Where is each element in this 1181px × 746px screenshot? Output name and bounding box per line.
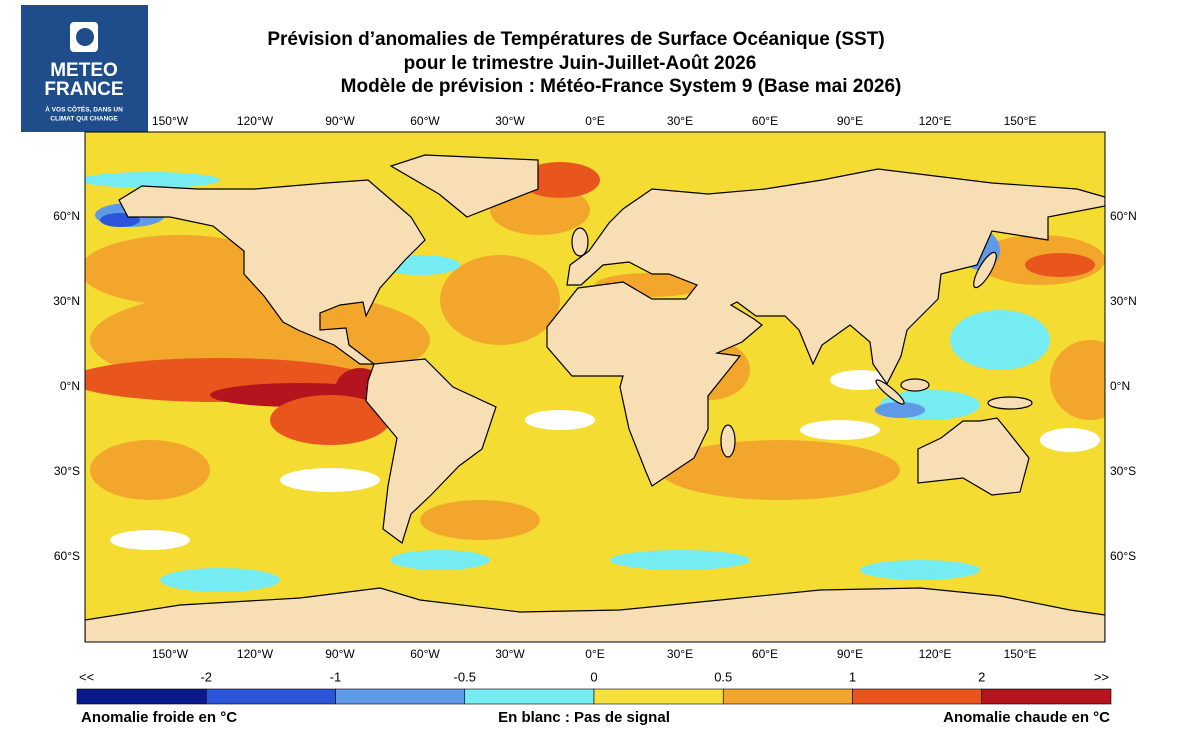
latitude-label: 30°S <box>54 464 80 478</box>
borneo <box>900 378 930 392</box>
latitude-label: 30°N <box>1110 294 1137 308</box>
logo-name: METEO <box>50 60 118 81</box>
longitude-label: 0°E <box>585 114 604 128</box>
colorbar-segment <box>205 688 336 705</box>
colorbar-label: 1 <box>849 669 856 684</box>
anomaly-patches <box>85 162 1105 592</box>
title: Prévision d’anomalies de Températures de… <box>267 29 884 50</box>
longitude-label: 120°W <box>237 647 274 661</box>
japan <box>973 251 997 289</box>
colorbar-segment <box>464 688 595 705</box>
logo-tagline: À VOS CÔTÉS, DANS UN <box>45 105 123 114</box>
longitude-label: 150°W <box>152 114 189 128</box>
title: pour le trimestre Juin-Juillet-Août 2026 <box>404 53 757 74</box>
longitude-label: 90°W <box>325 114 355 128</box>
eurasia-africa <box>546 168 1105 487</box>
map <box>85 132 1105 642</box>
colorbar: << -2 -1 -0.5 0 0.5 1 2 >> <box>76 669 1112 705</box>
title: Modèle de prévision : Météo-France Syste… <box>341 76 902 97</box>
colorbar-label: 2 <box>978 669 985 684</box>
colorbar-label: -1 <box>330 669 342 684</box>
longitude-label: 60°E <box>752 114 778 128</box>
legend-center: En blanc : Pas de signal <box>498 709 670 726</box>
colorbar-segment <box>852 688 983 705</box>
logo-tagline: CLIMAT QUI CHANGE <box>50 116 118 123</box>
logo-name: FRANCE <box>44 79 123 100</box>
longitude-label: 120°E <box>919 647 952 661</box>
longitude-label: 30°W <box>495 647 525 661</box>
australia <box>917 417 1030 496</box>
madagascar <box>720 424 736 458</box>
latitude-label: 30°N <box>53 294 80 308</box>
logo-icon-mark <box>76 28 94 46</box>
longitude-label: 150°E <box>1004 647 1037 661</box>
colorbar-label: 0 <box>590 669 597 684</box>
antarctica <box>85 587 1105 642</box>
colorbar-segment <box>722 688 853 705</box>
longitude-label: 60°W <box>410 114 440 128</box>
longitude-label: 120°W <box>237 114 274 128</box>
colorbar-label: << <box>79 669 94 684</box>
latitude-label: 0°N <box>60 379 80 393</box>
colorbar-segment <box>593 688 724 705</box>
longitude-label: 30°W <box>495 114 525 128</box>
north-america <box>118 179 426 365</box>
land <box>85 154 1105 642</box>
logo: METEO FRANCE À VOS CÔTÉS, DANS UN CLIMAT… <box>21 5 148 132</box>
latitude-label: 60°S <box>1110 549 1136 563</box>
latitude-label: 60°N <box>53 209 80 223</box>
longitude-label: 120°E <box>919 114 952 128</box>
colorbar-label: -0.5 <box>454 669 476 684</box>
longitude-label: 30°E <box>667 114 693 128</box>
britain <box>571 227 589 257</box>
colorbar-label: >> <box>1094 669 1109 684</box>
longitude-label: 90°E <box>837 114 863 128</box>
latitude-label: 30°S <box>1110 464 1136 478</box>
longitude-label: 90°W <box>325 647 355 661</box>
longitude-label: 30°E <box>667 647 693 661</box>
greenland <box>389 154 539 218</box>
longitude-label: 0°E <box>585 647 604 661</box>
colorbar-label: -2 <box>200 669 212 684</box>
sumatra <box>875 379 905 405</box>
latitude-label: 0°N <box>1110 379 1130 393</box>
legend-left: Anomalie froide en °C <box>81 709 237 726</box>
graticule-labels: 150°W 150°W 120°W 120°W 90°W 90°W 60°W 60°W 30°W… <box>53 114 1137 661</box>
longitude-label: 90°E <box>837 647 863 661</box>
latitude-label: 60°N <box>1110 209 1137 223</box>
colorbar-segment <box>335 688 466 705</box>
longitude-label: 150°E <box>1004 114 1037 128</box>
colorbar-segment <box>76 688 207 705</box>
legend-right: Anomalie chaude en °C <box>943 709 1110 726</box>
longitude-label: 150°W <box>152 647 189 661</box>
colorbar-label: 0.5 <box>714 669 732 684</box>
longitude-label: 60°W <box>410 647 440 661</box>
colorbar-segment <box>981 688 1112 705</box>
latitude-label: 60°S <box>54 549 80 563</box>
map-frame <box>84 131 1106 643</box>
new-guinea <box>987 396 1033 410</box>
longitude-label: 60°E <box>752 647 778 661</box>
south-america <box>365 358 497 544</box>
